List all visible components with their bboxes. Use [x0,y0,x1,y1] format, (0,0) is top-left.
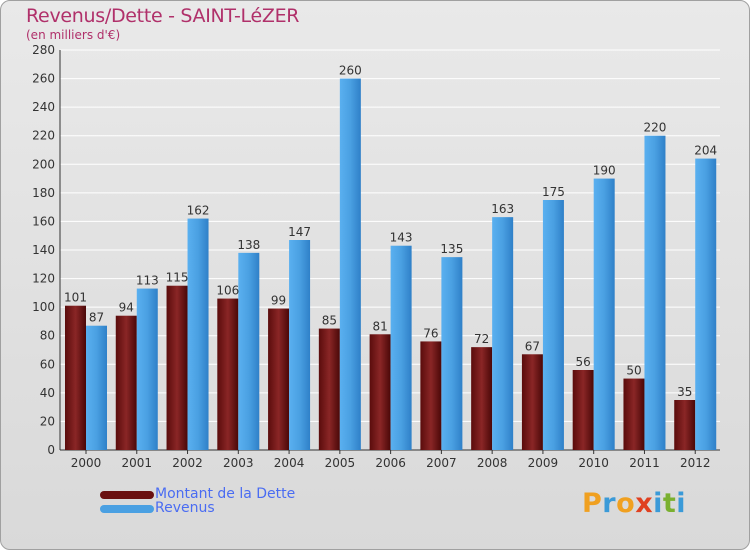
y-tick-label: 200 [32,157,55,171]
bar-debt [521,354,543,450]
data-label: 85 [322,314,337,328]
y-tick-label: 100 [32,300,55,314]
y-tick-label: 0 [47,443,55,457]
data-label: 204 [694,144,717,158]
bar-debt [318,328,340,450]
data-label: 72 [474,332,489,346]
bar-debt [217,298,239,450]
logo-letter: r [602,488,617,519]
bar-revenus [695,158,717,451]
data-label: 163 [491,202,514,216]
bar-revenus [492,217,514,450]
bar-debt [268,308,290,450]
bar-revenus [593,178,615,451]
x-tick-label: 2004 [274,456,305,470]
logo-letter: t [662,488,677,519]
data-label: 56 [576,355,591,369]
bars [65,78,717,451]
chart-title: Revenus/Dette - SAINT-LéZER [26,5,300,27]
legend-label-debt: Montant de la Dette [155,486,296,502]
bar-debt [166,285,188,450]
bar-revenus [238,252,260,450]
data-label: 147 [288,225,311,239]
y-tick-label: 220 [32,129,55,143]
y-tick-label: 40 [40,386,55,400]
logo-letter: P [582,488,603,519]
x-tick-label: 2012 [680,456,711,470]
data-label: 35 [677,385,692,399]
bar-revenus [86,325,107,450]
y-tick-label: 120 [32,272,55,286]
bar-debt [369,334,391,450]
data-label: 101 [64,291,87,305]
logo-letter: o [616,488,636,519]
x-tick-label: 2000 [71,456,102,470]
legend-swatch-debt [100,491,154,499]
y-tick-label: 260 [32,72,55,86]
data-label: 94 [119,301,134,315]
data-label: 190 [593,164,616,178]
axes: 0 20 40 60 80 100 120 140 160 180 200 220 240 260 280 2… [32,43,720,470]
proxiti-logo: Proxiti [582,488,686,519]
bar-debt [572,370,594,450]
bar-debt [420,341,442,450]
logo-letter: i [653,488,663,519]
x-tick-label: 2003 [223,456,254,470]
chart-subtitle: (en milliers d'€) [26,28,121,42]
y-tick-label: 80 [40,329,55,343]
y-tick-label: 20 [40,414,55,428]
bar-debt [674,400,696,450]
data-label: 143 [390,231,413,245]
data-label: 99 [271,294,286,308]
x-tick-label: 2008 [477,456,508,470]
x-tick-label: 2011 [629,456,660,470]
logo-letter: x [635,488,654,519]
data-label: 67 [525,339,540,353]
bar-debt [471,347,493,450]
data-label: 81 [372,319,387,333]
data-label: 87 [89,311,104,325]
data-label: 135 [440,242,463,256]
x-tick-label: 2010 [578,456,609,470]
legend-label-revenus: Revenus [155,500,215,516]
y-tick-label: 160 [32,214,55,228]
y-tick-label: 240 [32,100,55,114]
data-label: 76 [423,326,438,340]
legend-swatch-revenus [100,505,154,513]
data-label: 260 [339,64,362,78]
x-tick-label: 2009 [528,456,559,470]
bar-revenus [542,200,564,450]
y-tick-label: 60 [40,357,55,371]
x-tick-label: 2001 [121,456,152,470]
bar-debt [115,315,137,450]
x-tick-label: 2006 [375,456,406,470]
bar-revenus [136,288,158,450]
y-tick-label: 280 [32,43,55,57]
bar-revenus [339,78,361,451]
bar-debt [65,305,86,450]
data-label: 113 [136,274,159,288]
bar-revenus [441,257,463,450]
x-tick-label: 2005 [325,456,356,470]
bar-revenus [390,245,412,450]
data-label: 115 [166,271,189,285]
data-label: 50 [626,364,641,378]
y-tick-label: 140 [32,243,55,257]
x-tick-label: 2007 [426,456,457,470]
logo-letter: i [676,488,687,519]
data-label: 106 [216,284,239,298]
bar-revenus [644,135,666,450]
bar-debt [623,378,645,450]
data-label: 138 [237,238,260,252]
data-label: 175 [542,185,565,199]
bar-revenus [187,218,209,450]
bar-revenus [289,240,311,450]
data-label: 220 [644,121,667,135]
y-tick-label: 180 [32,186,55,200]
x-tick-label: 2002 [172,456,203,470]
data-label: 162 [187,204,210,218]
